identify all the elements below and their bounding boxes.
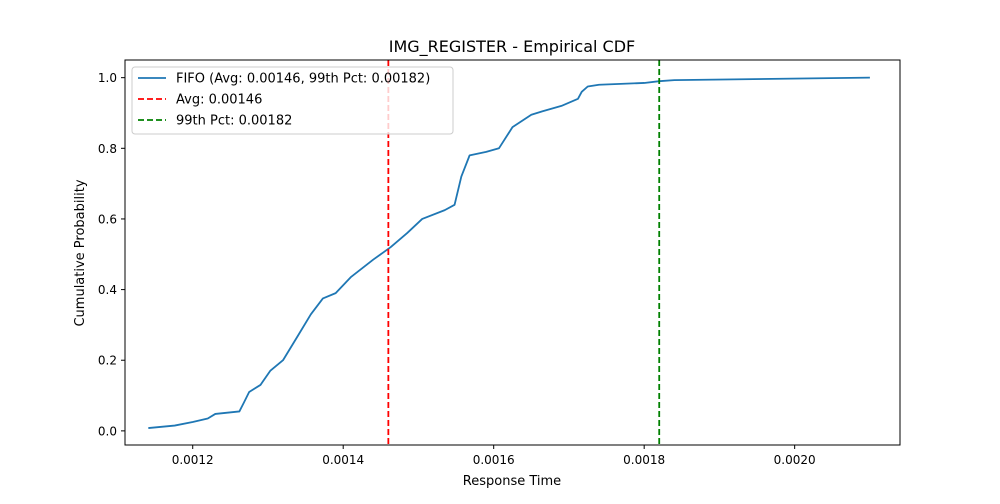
- y-tick-label: 0.2: [98, 354, 117, 368]
- x-tick-label: 0.0016: [473, 453, 515, 467]
- y-axis-label: Cumulative Probability: [73, 179, 88, 326]
- legend: FIFO (Avg: 0.00146, 99th Pct: 0.00182) A…: [131, 66, 454, 135]
- y-tick-label: 0.4: [98, 283, 117, 297]
- y-axis: 0.0 0.2 0.4 0.6 0.8 1.0: [98, 71, 125, 438]
- legend-label-fifo: FIFO (Avg: 0.00146, 99th Pct: 0.00182): [176, 72, 430, 87]
- x-axis-label: Response Time: [463, 474, 561, 489]
- y-tick-label: 0.8: [98, 142, 117, 156]
- y-tick-label: 0.0: [98, 424, 117, 438]
- x-tick-label: 0.0012: [172, 453, 214, 467]
- legend-box: [131, 66, 454, 135]
- legend-label-p99: 99th Pct: 0.00182: [176, 114, 292, 129]
- y-tick-label: 1.0: [98, 71, 117, 85]
- y-tick-label: 0.6: [98, 212, 117, 226]
- series-layer: [148, 76, 870, 429]
- plot-frame: [124, 59, 901, 446]
- cdf-line-fifo: [148, 76, 870, 429]
- x-axis: 0.0012 0.0014 0.0016 0.0018 0.0020: [172, 445, 816, 467]
- x-tick-label: 0.0018: [623, 453, 665, 467]
- legend-label-avg: Avg: 0.00146: [176, 93, 262, 108]
- x-tick-label: 0.0014: [322, 453, 364, 467]
- x-tick-label: 0.0020: [774, 453, 816, 467]
- chart-title: IMG_REGISTER - Empirical CDF: [389, 37, 636, 57]
